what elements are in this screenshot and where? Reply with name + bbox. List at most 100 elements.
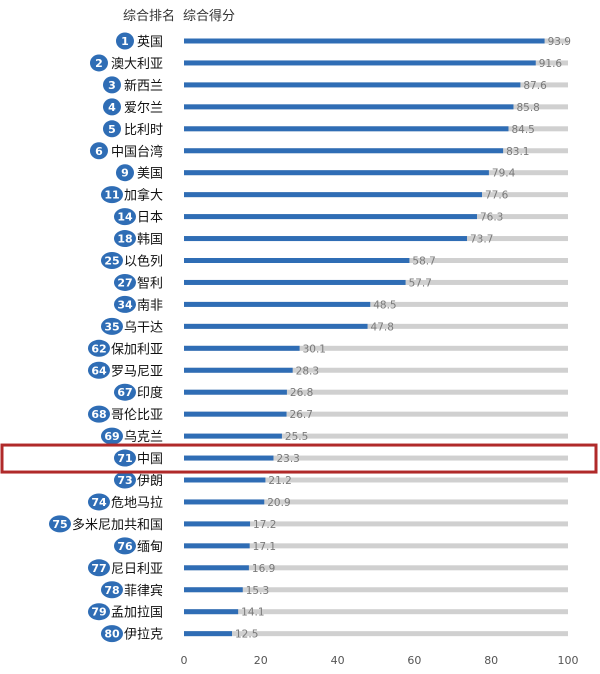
rank-label: 14 xyxy=(117,211,133,224)
rank-label: 69 xyxy=(104,430,119,443)
bar-row: 20.9 危地马拉 74 xyxy=(87,493,568,511)
bar xyxy=(184,389,287,395)
bar xyxy=(184,345,300,351)
country-label: 罗马尼亚 xyxy=(111,364,163,379)
bar-track xyxy=(184,389,568,395)
bar xyxy=(184,433,282,439)
rank-label: 74 xyxy=(91,496,107,509)
value-label: 20.9 xyxy=(267,497,290,509)
country-label: 加拿大 xyxy=(124,188,163,204)
rank-badge xyxy=(113,295,136,313)
bar xyxy=(184,411,287,417)
value-label: 14.1 xyxy=(241,607,264,619)
country-label: 孟加拉国 xyxy=(111,606,163,621)
rank-label: 77 xyxy=(91,562,106,575)
value-label: 76.3 xyxy=(480,212,503,224)
bar xyxy=(184,631,232,637)
value-label: 30.1 xyxy=(303,343,326,355)
rank-column-header: 综合排名 xyxy=(123,8,175,24)
rank-label: 11 xyxy=(104,189,119,202)
rank-label: 27 xyxy=(117,276,132,289)
value-label: 79.4 xyxy=(492,168,516,180)
value-label: 15.3 xyxy=(246,585,269,597)
bar-row: 14.1 孟加拉国 79 xyxy=(87,603,568,621)
rank-badge xyxy=(102,98,121,116)
bar-row: 77.6 加拿大 11 xyxy=(100,186,568,204)
bar xyxy=(184,104,514,110)
value-label: 84.5 xyxy=(511,124,534,136)
rank-badge xyxy=(100,427,123,445)
rank-badge xyxy=(102,76,121,94)
value-label: 23.3 xyxy=(276,453,299,465)
bar-row: 47.8 乌干达 35 xyxy=(100,317,568,335)
value-label: 85.8 xyxy=(516,102,539,114)
rank-badge xyxy=(100,625,123,643)
value-label: 58.7 xyxy=(412,256,435,268)
bar xyxy=(184,236,468,242)
x-tick-label: 100 xyxy=(558,654,579,667)
rank-label: 18 xyxy=(117,233,132,246)
value-label: 12.5 xyxy=(235,629,258,641)
bar-row: 23.3 中国 71 xyxy=(113,449,568,467)
bar xyxy=(184,214,477,220)
bar-track xyxy=(184,411,568,417)
country-label: 乌克兰 xyxy=(124,429,163,445)
rank-badge xyxy=(100,186,123,204)
bar-row: 79.4 美国 9 xyxy=(115,164,568,182)
value-label: 91.6 xyxy=(539,58,563,70)
rank-badge xyxy=(48,515,71,533)
bar-track xyxy=(184,521,568,527)
bar-row: 83.1 中国台湾 6 xyxy=(89,142,568,160)
bar xyxy=(184,192,482,198)
rank-label: 35 xyxy=(104,320,119,333)
value-label: 77.6 xyxy=(485,190,509,202)
rank-label: 73 xyxy=(117,474,132,487)
bar-row: 76.3 日本 14 xyxy=(113,208,568,226)
rank-badge xyxy=(113,471,136,489)
bar-row: 17.2 多米尼加共和国 75 xyxy=(48,515,568,533)
highlight-frame xyxy=(0,443,598,474)
rank-label: 62 xyxy=(91,342,106,355)
rank-badge xyxy=(115,164,134,182)
bar xyxy=(184,587,243,593)
rank-label: 2 xyxy=(95,57,103,70)
rank-label: 67 xyxy=(117,386,132,399)
rank-badge xyxy=(113,537,136,555)
rank-label: 34 xyxy=(117,298,133,311)
country-label: 比利时 xyxy=(124,123,163,138)
country-label: 缅甸 xyxy=(137,540,163,555)
value-label: 26.8 xyxy=(290,387,313,399)
x-tick-label: 40 xyxy=(331,654,345,667)
value-label: 47.8 xyxy=(371,321,394,333)
country-label: 乌干达 xyxy=(124,319,163,335)
bar xyxy=(184,258,410,263)
bar-track xyxy=(184,587,568,593)
country-label: 多米尼加共和国 xyxy=(72,517,163,533)
bar-row: 15.3 菲律宾 78 xyxy=(100,581,568,599)
country-label: 以色列 xyxy=(124,254,163,270)
bar xyxy=(184,170,489,176)
bar xyxy=(184,126,509,132)
rank-label: 68 xyxy=(91,408,106,421)
bar-track xyxy=(184,565,568,571)
bar-row: 58.7 以色列 25 xyxy=(100,252,568,270)
bar-row: 91.6 澳大利亚 2 xyxy=(89,54,568,72)
bar-row: 84.5 比利时 5 xyxy=(102,120,568,138)
rank-badge xyxy=(87,559,110,577)
bar-track xyxy=(184,323,568,329)
country-label: 智利 xyxy=(137,276,163,291)
rank-label: 75 xyxy=(52,518,67,531)
country-label: 伊拉克 xyxy=(124,628,163,643)
country-label: 尼日利亚 xyxy=(111,562,163,577)
bar xyxy=(184,323,368,329)
bar-track xyxy=(184,499,568,505)
country-label: 菲律宾 xyxy=(124,583,163,599)
bar-track xyxy=(184,455,568,461)
bar-row: 26.7 哥伦比亚 68 xyxy=(87,405,568,423)
rank-badge xyxy=(115,32,134,50)
rank-badge xyxy=(87,493,110,511)
rank-label: 1 xyxy=(121,35,129,48)
value-label: 25.5 xyxy=(285,431,308,443)
bar-row: 12.5 伊拉克 80 xyxy=(100,625,568,643)
